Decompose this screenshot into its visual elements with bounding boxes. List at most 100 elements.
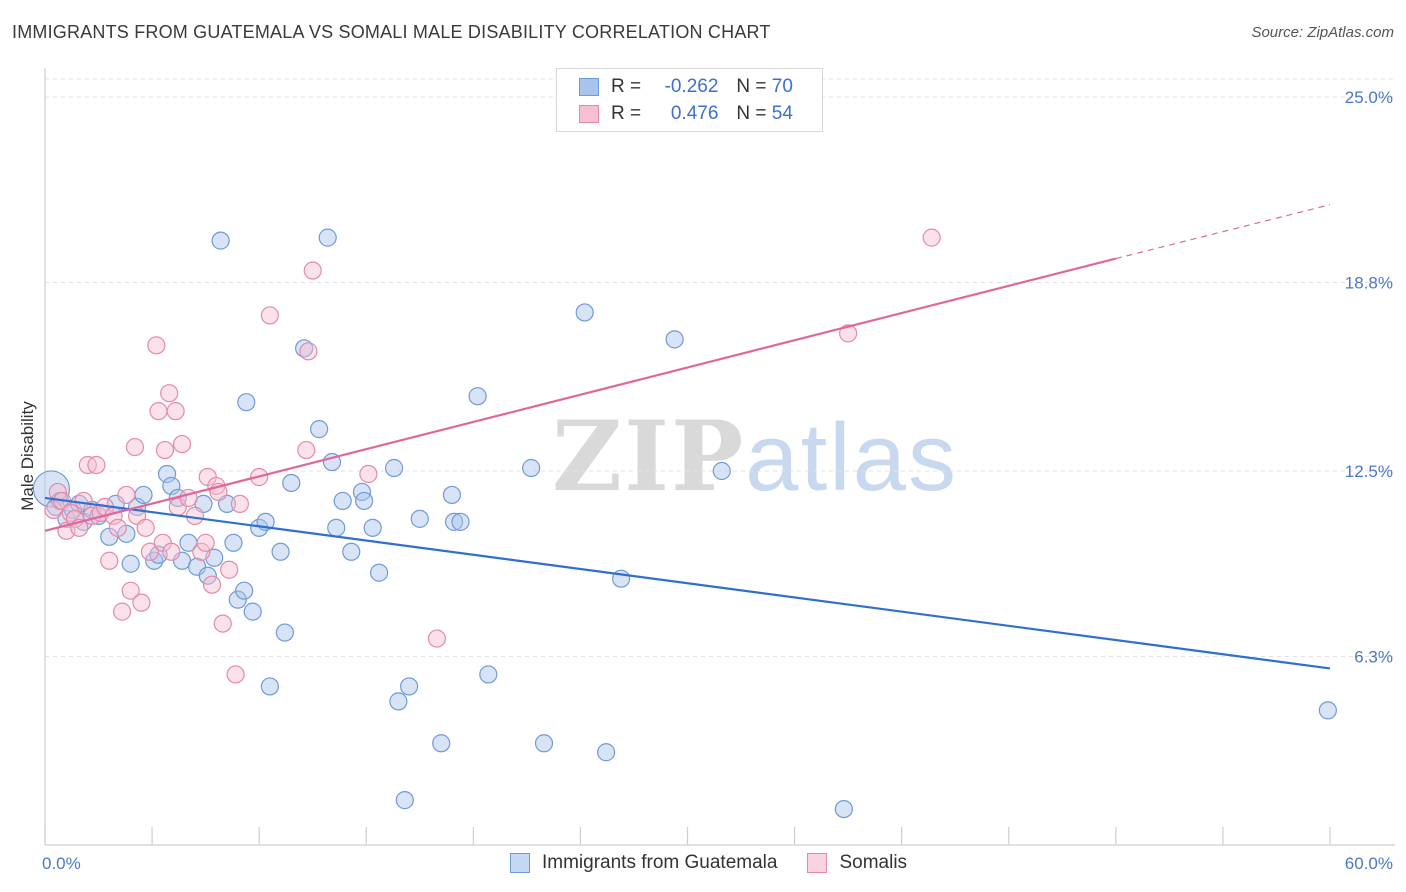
y-tick-label: 18.8% bbox=[1345, 274, 1393, 293]
source-label: Source: ZipAtlas.com bbox=[1251, 24, 1394, 41]
point-somalis bbox=[155, 440, 175, 460]
point-somalis bbox=[202, 575, 222, 594]
point-guatemala bbox=[157, 464, 177, 484]
x-tick-label: 0.0% bbox=[42, 854, 81, 873]
point-guatemala bbox=[275, 623, 294, 642]
y-tick-label: 12.5% bbox=[1345, 462, 1393, 481]
point-guatemala bbox=[363, 518, 382, 537]
point-guatemala bbox=[198, 566, 217, 585]
n-value: 54 bbox=[771, 103, 793, 124]
point-guatemala bbox=[134, 485, 153, 505]
point-guatemala bbox=[282, 473, 301, 493]
point-guatemala bbox=[318, 228, 337, 247]
point-guatemala bbox=[224, 533, 243, 552]
legend-swatch-guatemala bbox=[510, 853, 530, 873]
point-guatemala bbox=[370, 563, 389, 582]
point-somalis bbox=[160, 384, 179, 403]
point-guatemala bbox=[384, 458, 404, 478]
point-guatemala bbox=[355, 491, 374, 511]
legend-label-guatemala: Immigrants from Guatemala bbox=[542, 852, 778, 873]
point-guatemala bbox=[395, 791, 414, 810]
point-guatemala bbox=[522, 458, 541, 478]
point-guatemala bbox=[399, 677, 419, 696]
point-somalis bbox=[922, 228, 941, 247]
legend-swatch-somalis bbox=[579, 105, 599, 123]
point-somalis bbox=[100, 551, 119, 570]
point-somalis bbox=[260, 306, 279, 325]
legend-item-somalis: Somalis bbox=[807, 852, 907, 874]
point-somalis bbox=[303, 261, 322, 280]
point-guatemala bbox=[834, 799, 853, 819]
point-guatemala bbox=[271, 542, 290, 561]
point-somalis bbox=[297, 440, 316, 460]
point-guatemala bbox=[228, 590, 247, 609]
watermark-atlas: atlas bbox=[745, 404, 958, 511]
point-guatemala bbox=[712, 461, 731, 481]
point-guatemala bbox=[442, 485, 462, 505]
point-guatemala bbox=[310, 420, 329, 439]
point-somalis bbox=[196, 533, 215, 552]
point-guatemala bbox=[389, 692, 408, 711]
watermark: ZIPatlas bbox=[552, 400, 958, 513]
trendline-guatemala bbox=[44, 496, 1331, 670]
point-somalis bbox=[108, 518, 127, 537]
point-somalis bbox=[149, 402, 168, 421]
point-somalis bbox=[140, 542, 160, 561]
point-somalis bbox=[162, 542, 181, 561]
point-guatemala bbox=[597, 743, 616, 762]
point-somalis bbox=[359, 464, 378, 484]
point-guatemala bbox=[410, 509, 429, 528]
point-somalis bbox=[121, 581, 140, 600]
point-guatemala bbox=[432, 734, 451, 753]
point-somalis bbox=[125, 437, 145, 457]
point-somalis bbox=[427, 629, 447, 648]
point-guatemala bbox=[32, 470, 71, 508]
series-legend: Immigrants from Guatemala Somalis bbox=[510, 852, 937, 874]
point-guatemala bbox=[665, 330, 684, 349]
point-somalis bbox=[87, 455, 106, 475]
point-somalis bbox=[220, 560, 239, 579]
point-somalis bbox=[299, 342, 318, 361]
point-guatemala bbox=[534, 734, 554, 753]
point-somalis bbox=[147, 336, 166, 355]
point-guatemala bbox=[235, 581, 254, 600]
point-guatemala bbox=[1318, 701, 1337, 720]
point-guatemala bbox=[479, 665, 498, 684]
point-somalis bbox=[117, 485, 136, 505]
y-tick-label: 6.3% bbox=[1354, 648, 1393, 667]
trendline-somalis bbox=[44, 257, 1117, 532]
r-label: R = bbox=[611, 103, 642, 124]
point-guatemala bbox=[575, 303, 594, 322]
stats-legend-row-guatemala: R = -0.262 N = 70 bbox=[579, 74, 793, 100]
point-guatemala bbox=[211, 231, 230, 250]
point-somalis bbox=[166, 402, 185, 421]
point-somalis bbox=[185, 506, 205, 525]
y-axis-label: Male Disability bbox=[18, 401, 37, 511]
stats-legend-row-somalis: R = 0.476 N = 54 bbox=[579, 101, 793, 127]
legend-item-guatemala: Immigrants from Guatemala bbox=[510, 852, 777, 874]
y-tick-label: 25.0% bbox=[1345, 88, 1393, 107]
point-somalis bbox=[192, 542, 211, 561]
point-guatemala bbox=[444, 512, 464, 531]
n-label: N = bbox=[736, 76, 767, 97]
legend-swatch-guatemala bbox=[579, 78, 599, 96]
chart-title: IMMIGRANTS FROM GUATEMALA VS SOMALI MALE… bbox=[12, 22, 771, 42]
legend-swatch-somalis bbox=[807, 853, 828, 873]
stats-legend: R = -0.262 N = 70 R = 0.476 N = 54 bbox=[556, 68, 823, 132]
point-guatemala bbox=[451, 512, 470, 531]
n-value: 70 bbox=[771, 76, 793, 97]
point-somalis bbox=[226, 665, 245, 684]
legend-label-somalis: Somalis bbox=[839, 852, 908, 873]
point-somalis bbox=[839, 324, 858, 343]
point-guatemala bbox=[327, 518, 346, 537]
point-guatemala bbox=[342, 542, 361, 561]
point-somalis bbox=[213, 614, 232, 633]
point-guatemala bbox=[468, 387, 487, 406]
r-label: R = bbox=[611, 76, 642, 97]
r-value: -0.262 bbox=[664, 76, 719, 97]
point-guatemala bbox=[243, 602, 262, 621]
n-label: N = bbox=[736, 103, 767, 124]
point-guatemala bbox=[237, 393, 256, 412]
point-somalis bbox=[74, 491, 93, 511]
